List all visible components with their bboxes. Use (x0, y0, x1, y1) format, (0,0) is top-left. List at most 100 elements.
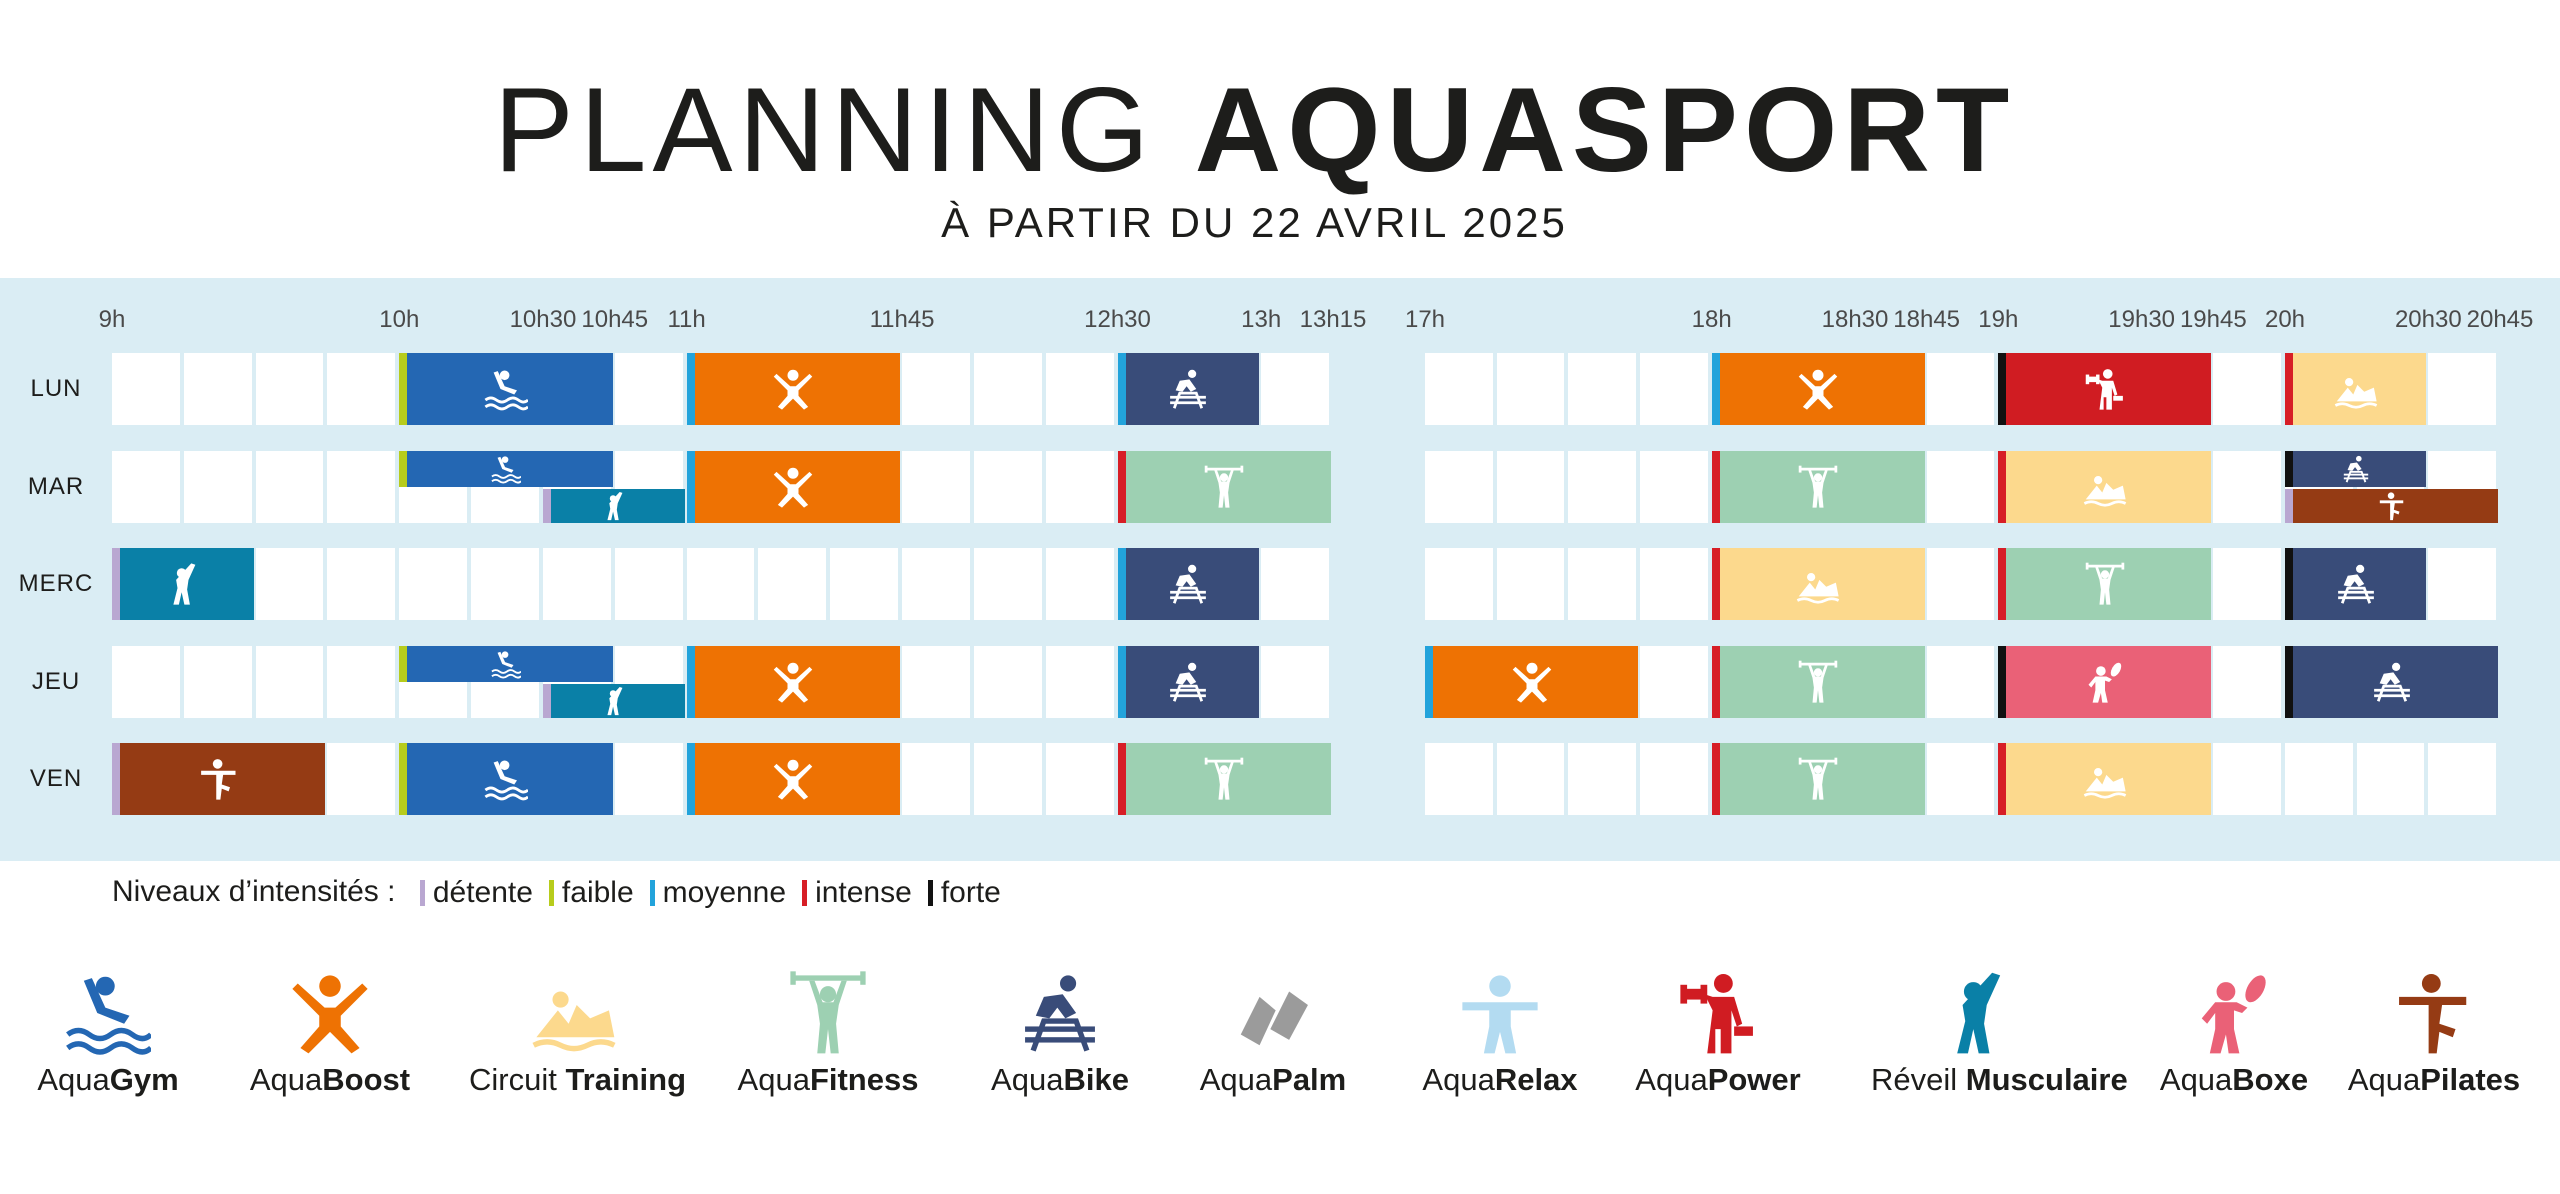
session-boxe[interactable] (1998, 645, 2212, 718)
session-boost[interactable] (1711, 353, 1925, 425)
session-fitness[interactable] (1117, 450, 1331, 523)
session-circuit[interactable] (2285, 353, 2427, 425)
level-color-bar (419, 879, 425, 906)
activity-name: AquaPower (1613, 1062, 1823, 1098)
session-fitness[interactable] (1711, 743, 1925, 815)
session-reveil[interactable] (542, 488, 685, 523)
time-slot (2213, 548, 2281, 620)
level-detente: détente (419, 875, 533, 910)
activity-name-bold: Fitness (809, 1062, 919, 1097)
session-bike[interactable] (2285, 645, 2498, 718)
time-slot (1568, 353, 1636, 425)
time-slot (973, 548, 1042, 620)
activity-name-bold: Bike (1063, 1062, 1129, 1097)
time-slot (1496, 353, 1565, 425)
time-tick: 10h30 (509, 306, 577, 333)
session-fitness[interactable] (1117, 743, 1331, 815)
session-reveil[interactable] (112, 548, 254, 620)
intensity-marker (1711, 450, 1720, 523)
intensity-marker (2285, 353, 2293, 425)
time-slot (902, 450, 970, 523)
session-gym[interactable] (399, 353, 613, 425)
swimmer-icon (484, 370, 529, 411)
dumbbell-person-icon (1680, 974, 1753, 1054)
swimmer-icon (66, 976, 151, 1055)
session-gym[interactable] (399, 743, 613, 815)
jumping-person-icon (774, 467, 813, 508)
session-boost[interactable] (686, 450, 901, 523)
activity-name-bold: Boost (322, 1062, 411, 1097)
activity-name: AquaRelax (1395, 1062, 1605, 1098)
activity-boost: AquaBoost (225, 970, 435, 1098)
time-slot (758, 548, 827, 620)
time-slot (686, 548, 755, 620)
cyclist-icon (1170, 564, 1207, 604)
session-bike[interactable] (1117, 353, 1260, 425)
intensity-marker (1711, 743, 1720, 815)
activity-name: AquaGym (3, 1062, 213, 1098)
time-slot (1926, 743, 1995, 815)
session-gym[interactable] (399, 450, 613, 487)
time-slot (614, 548, 683, 620)
time-slot (614, 743, 683, 815)
intensity-marker (399, 353, 408, 425)
intensity-marker (1117, 450, 1126, 523)
session-boost[interactable] (686, 743, 901, 815)
session-pilates[interactable] (112, 743, 326, 815)
activity-name-bold: Palm (1272, 1062, 1347, 1097)
session-circuit[interactable] (1711, 548, 1925, 620)
session-fitness[interactable] (1711, 645, 1925, 718)
time-slot (2213, 353, 2281, 425)
circuit-icon (2334, 378, 2377, 409)
weightlifter-icon (1205, 465, 1244, 508)
time-tick: 13h (1241, 306, 1282, 333)
intensity-marker (112, 548, 120, 620)
pilates-pose-icon (2379, 491, 2403, 520)
session-circuit[interactable] (1998, 743, 2212, 815)
session-gym[interactable] (399, 645, 613, 682)
intensity-marker (1998, 353, 2007, 425)
cyclist-icon (1170, 662, 1207, 702)
intensity-marker (1117, 743, 1126, 815)
session-fitness[interactable] (1998, 548, 2212, 620)
pilates-pose-icon (200, 759, 236, 800)
session-bike[interactable] (2285, 450, 2427, 487)
time-slot (902, 353, 970, 425)
activity-name-prefix: Réveil (1871, 1062, 1966, 1097)
session-pilates[interactable] (2285, 488, 2498, 523)
session-reveil[interactable] (542, 683, 685, 718)
time-slot (1045, 353, 1114, 425)
session-boost[interactable] (686, 645, 901, 718)
page-title: PLANNING AQUASPORT (0, 60, 2509, 200)
activity-name-prefix: Aqua (37, 1062, 110, 1097)
session-circuit[interactable] (1998, 450, 2212, 523)
session-power[interactable] (1998, 353, 2212, 425)
session-boost[interactable] (686, 353, 901, 425)
time-slot (1568, 548, 1636, 620)
session-boost[interactable] (1425, 645, 1638, 718)
relax-person-icon (1462, 975, 1538, 1054)
weightlifter-icon (2085, 562, 2125, 605)
time-slot (255, 645, 324, 718)
level-forte: forte (927, 875, 1001, 910)
activity-name-prefix: Aqua (737, 1062, 810, 1097)
session-bike[interactable] (1117, 548, 1260, 620)
time-slot (542, 548, 611, 620)
session-bike[interactable] (2285, 548, 2427, 620)
day-label: MERC (18, 570, 94, 597)
flippers-icon (1240, 991, 1308, 1046)
time-slot (1926, 645, 1995, 718)
jumping-person-icon (1798, 369, 1838, 410)
weightlifter-icon (790, 971, 866, 1054)
session-fitness[interactable] (1711, 450, 1925, 523)
activity-reveil: Réveil Musculaire (1871, 970, 2128, 1098)
activity-relax: AquaRelax (1395, 970, 1605, 1098)
session-bike[interactable] (1117, 645, 1260, 718)
time-slot (112, 353, 180, 425)
time-slot (1261, 548, 1329, 620)
activity-name: Circuit Training (469, 1062, 686, 1098)
activity-name-bold: Training (565, 1062, 687, 1097)
jumping-person-icon (774, 369, 813, 410)
activity-name: Réveil Musculaire (1871, 1062, 2128, 1098)
level-label: moyenne (662, 875, 787, 909)
